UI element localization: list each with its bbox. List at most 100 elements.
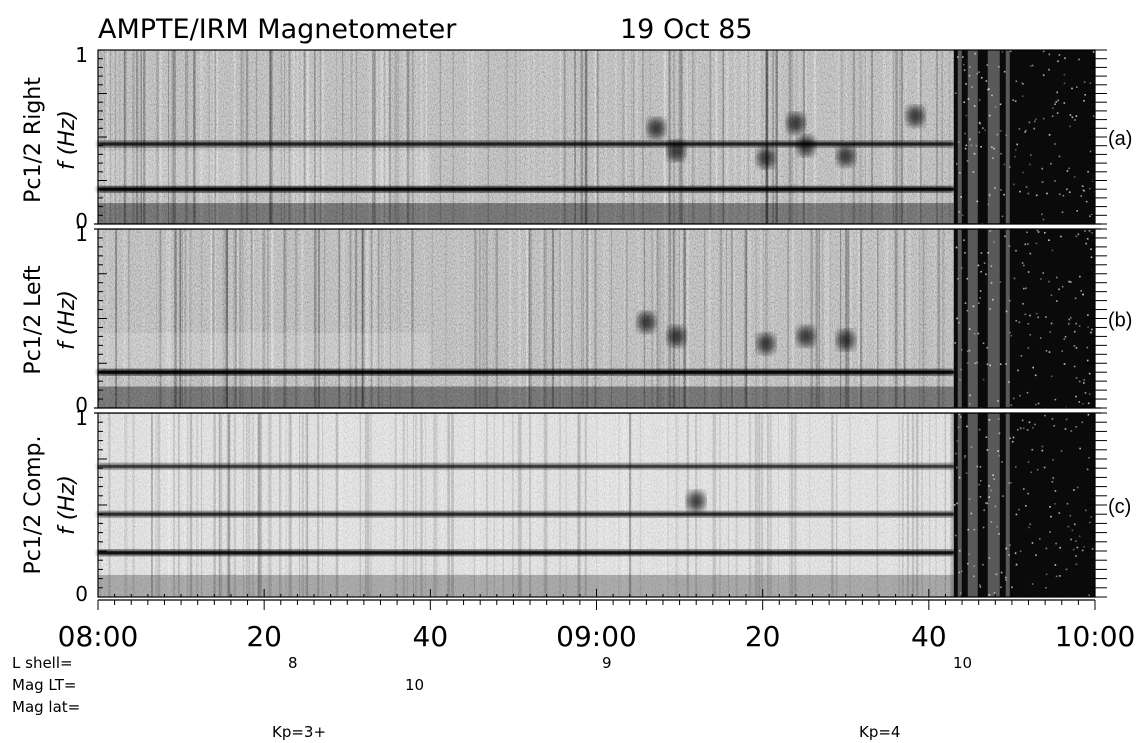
dark-region-speckle <box>1039 337 1042 339</box>
dark-region-speckle <box>1012 397 1015 400</box>
dark-region-speckle <box>956 317 958 320</box>
dark-region-speckle <box>999 281 1002 283</box>
dark-region-speckle <box>1005 547 1008 550</box>
dark-region-speckle <box>964 147 967 150</box>
dark-region-speckle <box>1003 70 1006 73</box>
dark-region-speckle <box>1063 102 1066 104</box>
dark-region-speckle <box>1034 374 1037 377</box>
panel-unit-label: f (Hz) <box>55 110 80 170</box>
dark-region-speckle <box>1013 277 1016 280</box>
dark-region-speckle <box>1002 495 1004 497</box>
dark-region-speckle <box>1084 94 1086 96</box>
dark-region-speckle <box>1037 402 1040 405</box>
dark-region-speckle <box>1078 58 1080 61</box>
dark-region-speckle <box>1042 272 1044 274</box>
dark-region-speckle <box>964 132 966 135</box>
dark-region-speckle <box>1008 245 1011 247</box>
ephemeris-block: L shell= Mag LT= Mag lat= 8 9 10 10 Kp=3… <box>12 654 972 741</box>
dark-region-speckle <box>988 594 991 596</box>
dark-region-speckle <box>986 363 989 366</box>
dark-region-speckle <box>1085 509 1087 512</box>
dark-region-speckle <box>978 121 981 124</box>
x-tick-label: 20 <box>745 620 781 653</box>
dark-region-speckle <box>1014 552 1017 554</box>
dark-region-speckle <box>1045 573 1048 576</box>
dark-region-speckle <box>1060 235 1062 238</box>
dark-region-speckle <box>965 114 968 117</box>
dark-region-speckle <box>1068 318 1071 321</box>
dark-region-speckle <box>1035 554 1037 556</box>
dark-region-speckle <box>1075 322 1077 325</box>
dark-region-speckle <box>961 570 963 573</box>
dark-region-speckle <box>961 267 963 269</box>
dark-region-speckle <box>1046 192 1048 195</box>
dark-region-speckle <box>1054 143 1056 145</box>
wave-packet <box>836 330 855 350</box>
dark-region-speckle <box>1027 192 1030 195</box>
dark-region-speckle <box>1064 428 1067 430</box>
dark-region-speckle <box>1070 281 1072 283</box>
dark-region-speckle <box>1045 547 1048 550</box>
dark-region-speckle <box>1008 381 1010 383</box>
dark-region-speckle <box>998 455 1000 457</box>
dark-region-speckle <box>1020 355 1023 357</box>
dark-region-speckle <box>1015 80 1018 83</box>
dark-region-speckle <box>982 563 984 566</box>
dark-region-speckle <box>1073 176 1076 178</box>
dark-region-speckle <box>1055 575 1058 578</box>
dark-region-speckle <box>972 305 975 308</box>
dark-region-speckle <box>1033 127 1035 130</box>
dark-region-speckle <box>1014 155 1016 158</box>
dark-region-speckle <box>1027 271 1030 273</box>
dark-region-speckle <box>1044 231 1046 234</box>
dark-region-speckle <box>1026 391 1029 394</box>
dark-region-speckle <box>1089 521 1091 524</box>
dark-region-speckle <box>1086 468 1089 471</box>
dark-region-speckle <box>1088 457 1090 459</box>
dark-region-speckle <box>1078 325 1081 327</box>
dark-region-stripe <box>1005 50 1010 224</box>
dark-region-speckle <box>982 378 985 381</box>
dark-region-speckle <box>1087 170 1089 173</box>
dark-region-speckle <box>1071 529 1074 532</box>
dark-region-speckle <box>957 141 960 143</box>
dark-region-speckle <box>1000 152 1002 155</box>
dark-region-stripe <box>967 50 978 224</box>
dark-region-speckle <box>1083 546 1086 548</box>
x-tick-label: 08:00 <box>58 620 139 653</box>
l-shell-value: 10 <box>953 654 972 672</box>
emission-band <box>98 464 954 468</box>
dark-region-speckle <box>979 584 981 586</box>
dark-region-speckle <box>995 573 998 576</box>
dark-region-speckle <box>972 171 975 173</box>
dark-region-speckle <box>1061 350 1063 352</box>
dark-region-speckle <box>980 252 983 254</box>
dark-region-speckle <box>1026 429 1029 431</box>
dark-region-speckle <box>1083 190 1085 192</box>
dark-region-speckle <box>1054 503 1056 505</box>
dark-region-speckle <box>1021 419 1024 422</box>
dark-region-speckle <box>1064 336 1067 338</box>
dark-region-speckle <box>1034 423 1036 426</box>
dark-region-speckle <box>1027 243 1029 245</box>
dark-region-speckle <box>1042 117 1045 120</box>
y-tick-label: 0 <box>75 582 88 606</box>
panel-ylabel: Pc1/2 Left <box>21 265 46 375</box>
dark-region-speckle <box>988 114 991 117</box>
dark-region-speckle <box>978 71 980 73</box>
dark-region-speckle <box>1034 120 1036 123</box>
dark-region-speckle <box>1053 425 1056 427</box>
dark-region-speckle <box>1027 492 1029 495</box>
dark-region-speckle <box>1050 375 1053 378</box>
spectrogram-region <box>98 332 431 369</box>
dark-region-speckle <box>1088 230 1091 232</box>
dark-region-speckle <box>1030 154 1032 156</box>
dark-region-speckle <box>1049 506 1051 508</box>
dark-region-speckle <box>979 290 982 292</box>
dark-region-speckle <box>1048 351 1051 353</box>
dark-region-speckle <box>1082 293 1084 296</box>
dark-region-speckle <box>1075 377 1078 379</box>
panel-label: (c) <box>1108 496 1131 518</box>
dark-region-speckle <box>1024 243 1027 246</box>
dark-region-speckle <box>1058 288 1060 291</box>
